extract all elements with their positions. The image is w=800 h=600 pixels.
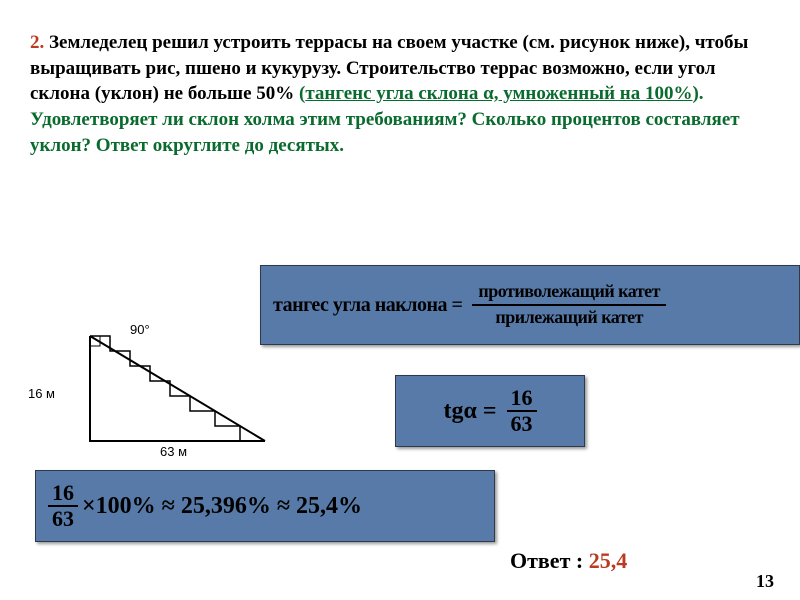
calc-expression: ×100% ≈ 25,396% ≈ 25,4%: [82, 493, 362, 520]
calculation-box: 16 63 ×100% ≈ 25,396% ≈ 25,4%: [35, 470, 495, 542]
tg-fraction: 16 63: [507, 386, 537, 436]
answer-value: 25,4: [589, 548, 628, 573]
answer-label: Ответ :: [510, 548, 589, 573]
base-label: 63 м: [160, 444, 187, 459]
problem-number: 2.: [30, 32, 44, 53]
definition-denominator: прилежащий катет: [489, 306, 649, 330]
calc-numerator: 16: [48, 481, 78, 507]
problem-body-green-underlined: тангенс угла склона α, умноженный на 100…: [305, 83, 692, 104]
calc-fraction: 16 63: [48, 481, 78, 531]
definition-lhs: тангес угла наклона =: [273, 294, 462, 317]
answer: Ответ : 25,4: [510, 548, 627, 574]
calc-denominator: 63: [48, 507, 78, 531]
definition-numerator: противолежащий катет: [472, 280, 666, 306]
terrace-diagram: 90° 16 м 63 м: [60, 326, 280, 456]
right-angle-label: 90°: [130, 322, 150, 337]
definition-fraction: противолежащий катет прилежащий катет: [472, 280, 666, 330]
tangent-box: tgα = 16 63: [395, 375, 585, 447]
height-label: 16 м: [10, 386, 55, 401]
problem-text: 2. Земледелец решил устроить террасы на …: [30, 30, 770, 158]
definition-box: тангес угла наклона = противолежащий кат…: [260, 265, 800, 345]
page-number: 13: [756, 571, 774, 592]
tg-numerator: 16: [507, 386, 537, 412]
tg-lhs: tgα =: [443, 398, 496, 425]
terrace-svg: [60, 326, 280, 456]
slide: 2. Земледелец решил устроить террасы на …: [0, 0, 800, 600]
tg-denominator: 63: [507, 412, 537, 436]
